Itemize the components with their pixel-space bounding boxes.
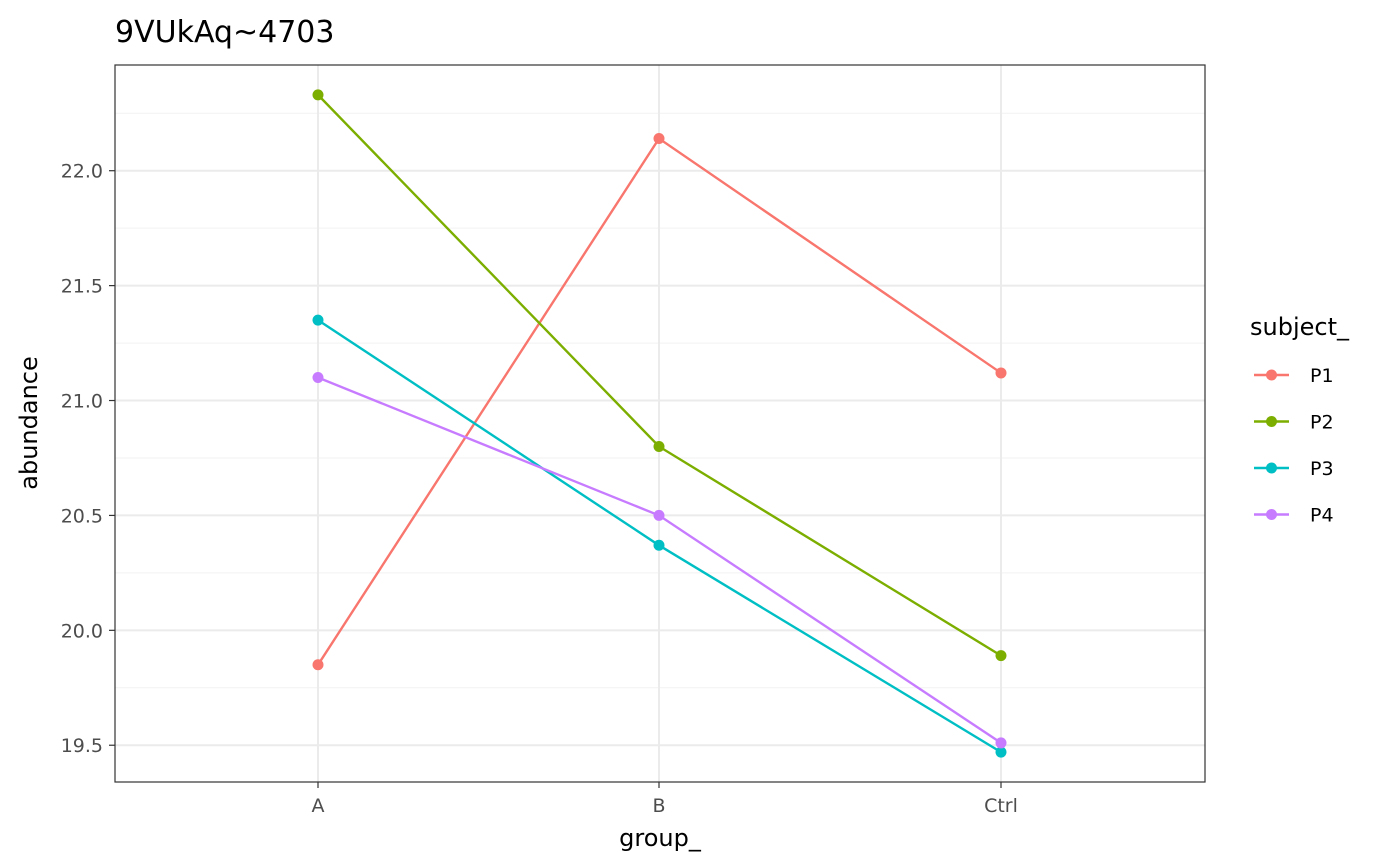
legend-key-point <box>1266 416 1277 427</box>
data-point-p1 <box>995 367 1007 379</box>
legend: subject_ P1 P2 P3 P4 <box>1250 313 1350 527</box>
data-point-p2 <box>995 650 1007 662</box>
data-point-p4 <box>653 509 665 521</box>
data-point-p3 <box>312 314 324 326</box>
x-axis-title: group_ <box>619 824 702 852</box>
x-tick-label: Ctrl <box>984 795 1018 817</box>
plot-panel-border <box>114 64 1206 783</box>
series-layer <box>312 89 1007 758</box>
data-point-p1 <box>653 133 665 145</box>
data-point-p1 <box>312 659 324 671</box>
data-point-p3 <box>995 746 1007 758</box>
y-tick-label: 21.5 <box>61 276 103 298</box>
y-tick-label: 20.0 <box>61 620 103 642</box>
x-tick-label: A <box>312 795 325 817</box>
legend-label: P1 <box>1310 365 1334 387</box>
legend-key-point <box>1266 509 1277 520</box>
data-point-p4 <box>995 737 1007 749</box>
legend-label: P2 <box>1310 412 1334 434</box>
data-point-p2 <box>312 89 324 101</box>
y-axis: 19.5 20.0 20.5 21.0 21.5 22.0 <box>61 161 115 757</box>
y-tick-label: 20.5 <box>61 505 103 527</box>
x-tick-label: B <box>652 795 665 817</box>
legend-label: P3 <box>1310 458 1334 480</box>
y-axis-title: abundance <box>15 356 43 489</box>
legend-key-point <box>1266 462 1277 474</box>
y-tick-label: 22.0 <box>61 161 103 183</box>
y-tick-label: 21.0 <box>61 391 103 413</box>
x-axis: A B Ctrl <box>312 782 1018 817</box>
y-tick-label: 19.5 <box>61 735 103 757</box>
legend-title: subject_ <box>1250 313 1350 341</box>
legend-key-point <box>1266 369 1277 381</box>
chart-title: 9VUkAq~4703 <box>115 15 334 50</box>
legend-label: P4 <box>1310 505 1334 527</box>
data-point-p2 <box>653 440 665 452</box>
data-point-p4 <box>312 372 324 384</box>
major-gridlines <box>115 65 1205 782</box>
data-point-p3 <box>653 539 665 551</box>
